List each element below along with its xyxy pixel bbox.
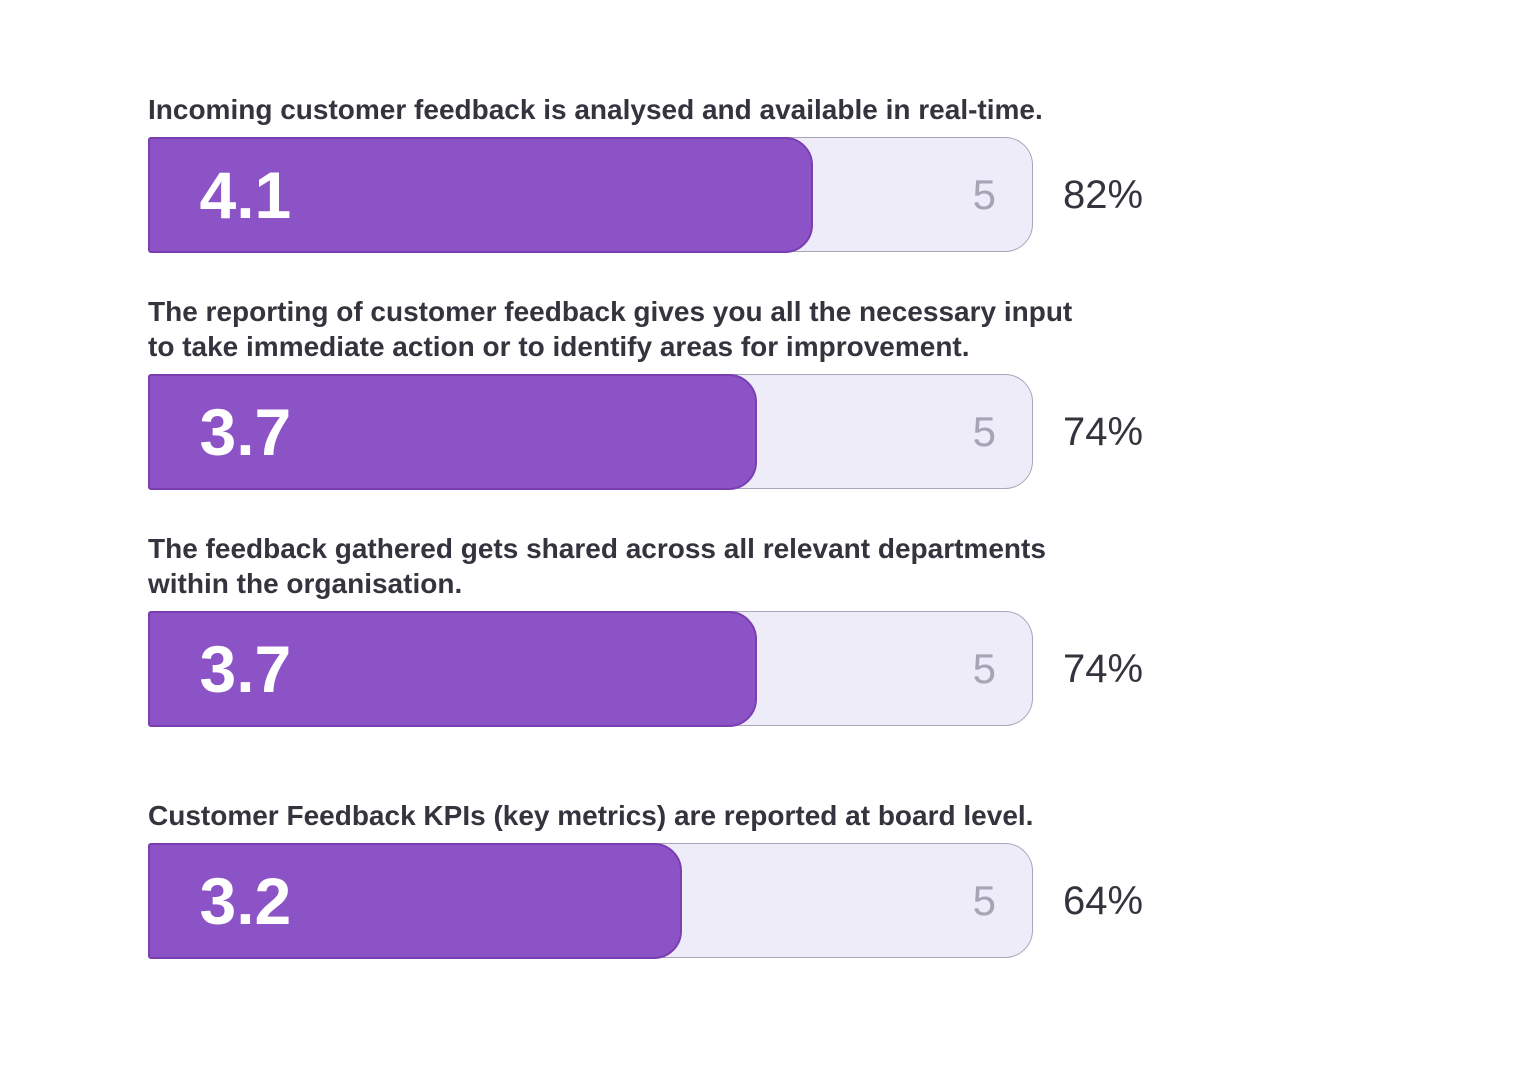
score-bar-fill: 3.7 (147, 373, 757, 490)
question-label: Incoming customer feedback is analysed a… (148, 94, 1043, 125)
score-value-label: 3.2 (199, 863, 292, 938)
score-bar: 3.7 5 74% (147, 373, 1348, 490)
scale-max-label: 5 (972, 407, 996, 455)
percent-label: 74% (1063, 409, 1144, 454)
score-bar-fill: 4.1 (147, 136, 814, 253)
score-bar-track: 4.1 5 (147, 136, 1033, 253)
score-value-label: 3.7 (199, 631, 292, 706)
score-bar-track: 3.7 5 (147, 373, 1033, 490)
chart-row: Incoming customer feedback is analysed a… (147, 92, 1348, 253)
score-bar: 4.1 5 82% (147, 136, 1348, 253)
scale-max-label: 5 (972, 876, 996, 924)
chart-row: Customer Feedback KPIs (key metrics) are… (147, 798, 1348, 959)
question-label: The reporting of customer feedback gives… (148, 296, 1073, 362)
score-value-label: 3.7 (199, 394, 292, 469)
score-bar: 3.2 5 64% (147, 842, 1348, 959)
percent-label: 74% (1063, 646, 1144, 691)
percent-label: 64% (1063, 878, 1144, 923)
chart-row: The feedback gathered gets shared across… (147, 531, 1348, 727)
survey-results-chart: Incoming customer feedback is analysed a… (147, 92, 1348, 959)
score-bar: 3.7 5 74% (147, 610, 1348, 727)
scale-max-label: 5 (972, 170, 996, 218)
chart-row: The reporting of customer feedback gives… (147, 294, 1348, 490)
score-bar-track: 3.2 5 (147, 842, 1033, 959)
scale-max-label: 5 (972, 644, 996, 692)
score-bar-track: 3.7 5 (147, 610, 1033, 727)
question-label: Customer Feedback KPIs (key metrics) are… (148, 800, 1034, 831)
percent-label: 82% (1063, 172, 1144, 217)
score-bar-fill: 3.7 (147, 610, 757, 727)
score-value-label: 4.1 (199, 157, 292, 232)
question-label: The feedback gathered gets shared across… (148, 533, 1046, 599)
score-bar-fill: 3.2 (147, 842, 682, 959)
